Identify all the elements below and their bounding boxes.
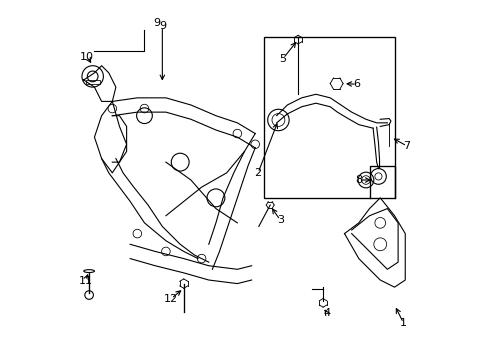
Text: 9: 9	[153, 18, 160, 28]
Text: 9: 9	[159, 21, 165, 31]
Bar	[264, 37, 394, 198]
Text: 12: 12	[164, 294, 178, 303]
Text: 10: 10	[80, 52, 94, 62]
Text: 2: 2	[254, 168, 261, 178]
Text: 3: 3	[276, 215, 283, 225]
Text: 8: 8	[354, 175, 362, 185]
Text: 6: 6	[353, 79, 360, 89]
Text: 1: 1	[399, 318, 406, 328]
Text: 5: 5	[279, 54, 286, 64]
Bar	[85, 80, 100, 84]
Text: 4: 4	[323, 308, 329, 318]
Text: 11: 11	[79, 276, 92, 286]
Text: 7: 7	[403, 141, 410, 151]
